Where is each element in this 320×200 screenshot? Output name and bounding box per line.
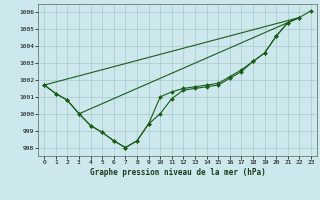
X-axis label: Graphe pression niveau de la mer (hPa): Graphe pression niveau de la mer (hPa) [90, 168, 266, 177]
